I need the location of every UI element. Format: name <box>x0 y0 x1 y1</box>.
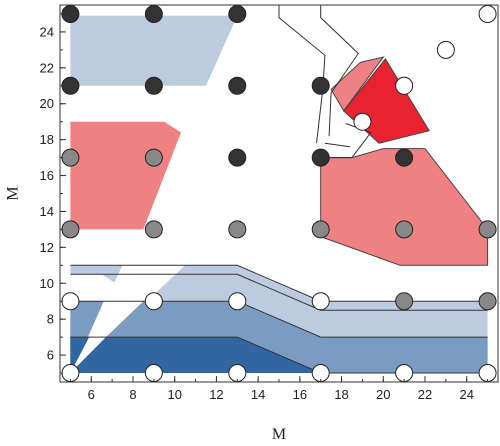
axis-ticks: 6 8 10 12 14 16 18 20 22 24 6 8 10 12 14 16 18 20 22 24 <box>40 13 489 402</box>
x-tick-label: 12 <box>209 387 223 402</box>
x-tick-label: 14 <box>251 387 265 402</box>
point-16 <box>61 220 80 239</box>
x-tick-label: 18 <box>334 387 348 402</box>
point-14 <box>311 148 330 167</box>
point-8 <box>311 76 330 95</box>
x-tick-label: 8 <box>129 387 136 402</box>
point-18 <box>228 220 247 239</box>
boundary-line-4 <box>278 5 326 144</box>
point-28 <box>61 364 80 383</box>
point-12 <box>144 148 163 167</box>
y-tick-label: 24 <box>40 24 54 39</box>
point-31 <box>311 364 330 383</box>
x-tick-label: 24 <box>459 387 473 402</box>
point-19 <box>311 220 330 239</box>
region-8 <box>70 121 181 230</box>
point-26 <box>395 292 414 311</box>
region-6 <box>70 337 90 373</box>
point-24 <box>228 292 247 311</box>
y-tick-label: 12 <box>40 240 54 255</box>
point-6 <box>144 76 163 95</box>
x-tick-label: 10 <box>167 387 181 402</box>
point-33 <box>478 364 497 383</box>
point-23 <box>144 292 163 311</box>
point-4 <box>478 4 497 23</box>
x-tick-label: 6 <box>88 387 95 402</box>
boundary-line-7 <box>324 142 350 148</box>
point-7 <box>228 76 247 95</box>
x-tick-label: 20 <box>376 387 390 402</box>
y-tick-label: 6 <box>47 348 54 363</box>
point-32 <box>395 364 414 383</box>
point-29 <box>144 364 163 383</box>
point-13 <box>228 148 247 167</box>
boundary-line-5 <box>320 5 359 137</box>
x-tick-label: 22 <box>418 387 432 402</box>
point-27 <box>478 292 497 311</box>
region-4 <box>70 274 144 373</box>
y-tick-label: 8 <box>47 312 54 327</box>
point-22 <box>61 292 80 311</box>
point-0 <box>61 4 80 23</box>
point-10 <box>353 112 372 131</box>
point-1 <box>144 4 163 23</box>
y-tick-label: 22 <box>40 60 54 75</box>
x-tick-label: 16 <box>293 387 307 402</box>
region-7 <box>70 15 238 86</box>
y-tick-label: 10 <box>40 276 54 291</box>
point-9 <box>395 76 414 95</box>
y-tick-label: 16 <box>40 168 54 183</box>
y-tick-label: 20 <box>40 96 54 111</box>
point-25 <box>311 292 330 311</box>
x-axis-title: M <box>272 426 286 443</box>
y-tick-label: 14 <box>40 204 54 219</box>
point-11 <box>61 148 80 167</box>
point-15 <box>395 148 414 167</box>
y-axis-title: M <box>5 186 22 200</box>
y-tick-label: 18 <box>40 132 54 147</box>
point-17 <box>144 220 163 239</box>
point-20 <box>395 220 414 239</box>
point-2 <box>228 4 247 23</box>
point-30 <box>228 364 247 383</box>
point-5 <box>61 76 80 95</box>
point-21 <box>478 220 497 239</box>
point-3 <box>436 40 455 59</box>
